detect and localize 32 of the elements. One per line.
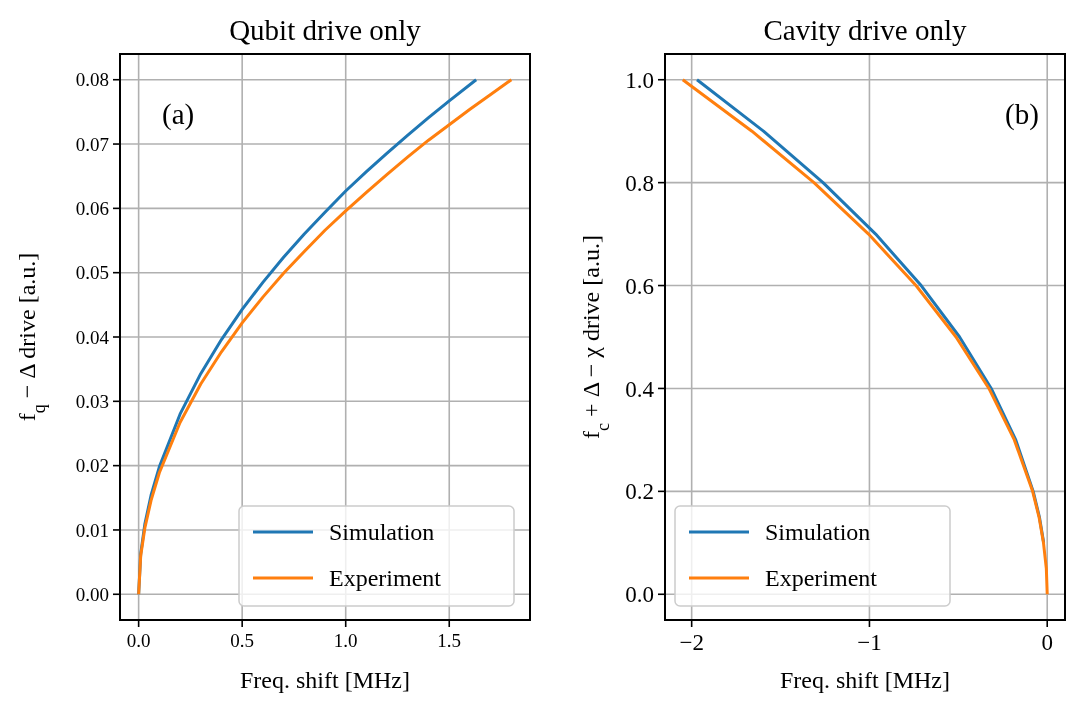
x-tick-label: 1.5 <box>437 630 462 652</box>
legend-label: Simulation <box>329 519 435 546</box>
y-tick-label: 0.02 <box>75 455 109 477</box>
y-tick-label: 0.01 <box>75 519 109 541</box>
y-tick-label: 0.03 <box>75 390 109 412</box>
y-tick-label: 0.4 <box>625 376 655 402</box>
x-tick-label: 0 <box>1041 630 1053 656</box>
y-tick-label: 0.8 <box>625 170 654 196</box>
legend-label: Simulation <box>765 519 871 546</box>
chart-title: Qubit drive only <box>229 14 422 46</box>
y-tick-label: 0.06 <box>75 198 109 220</box>
x-tick-label: 0.5 <box>230 630 255 652</box>
y-tick-label: 0.2 <box>625 479 654 505</box>
x-tick-label: −1 <box>857 630 882 656</box>
x-axis-title: Freq. shift [MHz] <box>780 667 950 693</box>
y-tick-label: 0.6 <box>625 273 654 299</box>
y-tick-label: 1.0 <box>625 67 654 93</box>
x-tick-label: 1.0 <box>333 630 358 652</box>
y-tick-label: 0.05 <box>75 262 109 284</box>
x-tick-label: 0.0 <box>126 630 151 652</box>
y-tick-label: 0.08 <box>75 69 109 91</box>
annotation: (b) <box>1005 98 1039 131</box>
y-tick-label: 0.04 <box>75 326 110 348</box>
y-tick-label: 0.07 <box>75 133 109 155</box>
legend-label: Experiment <box>765 565 878 592</box>
legend-label: Experiment <box>329 565 442 592</box>
x-tick-label: −2 <box>679 630 704 656</box>
annotation: (a) <box>162 98 195 131</box>
y-tick-label: 0.0 <box>625 582 654 608</box>
y-tick-label: 0.00 <box>75 583 109 605</box>
chart-title: Cavity drive only <box>763 14 967 46</box>
x-axis-title: Freq. shift [MHz] <box>240 667 410 693</box>
